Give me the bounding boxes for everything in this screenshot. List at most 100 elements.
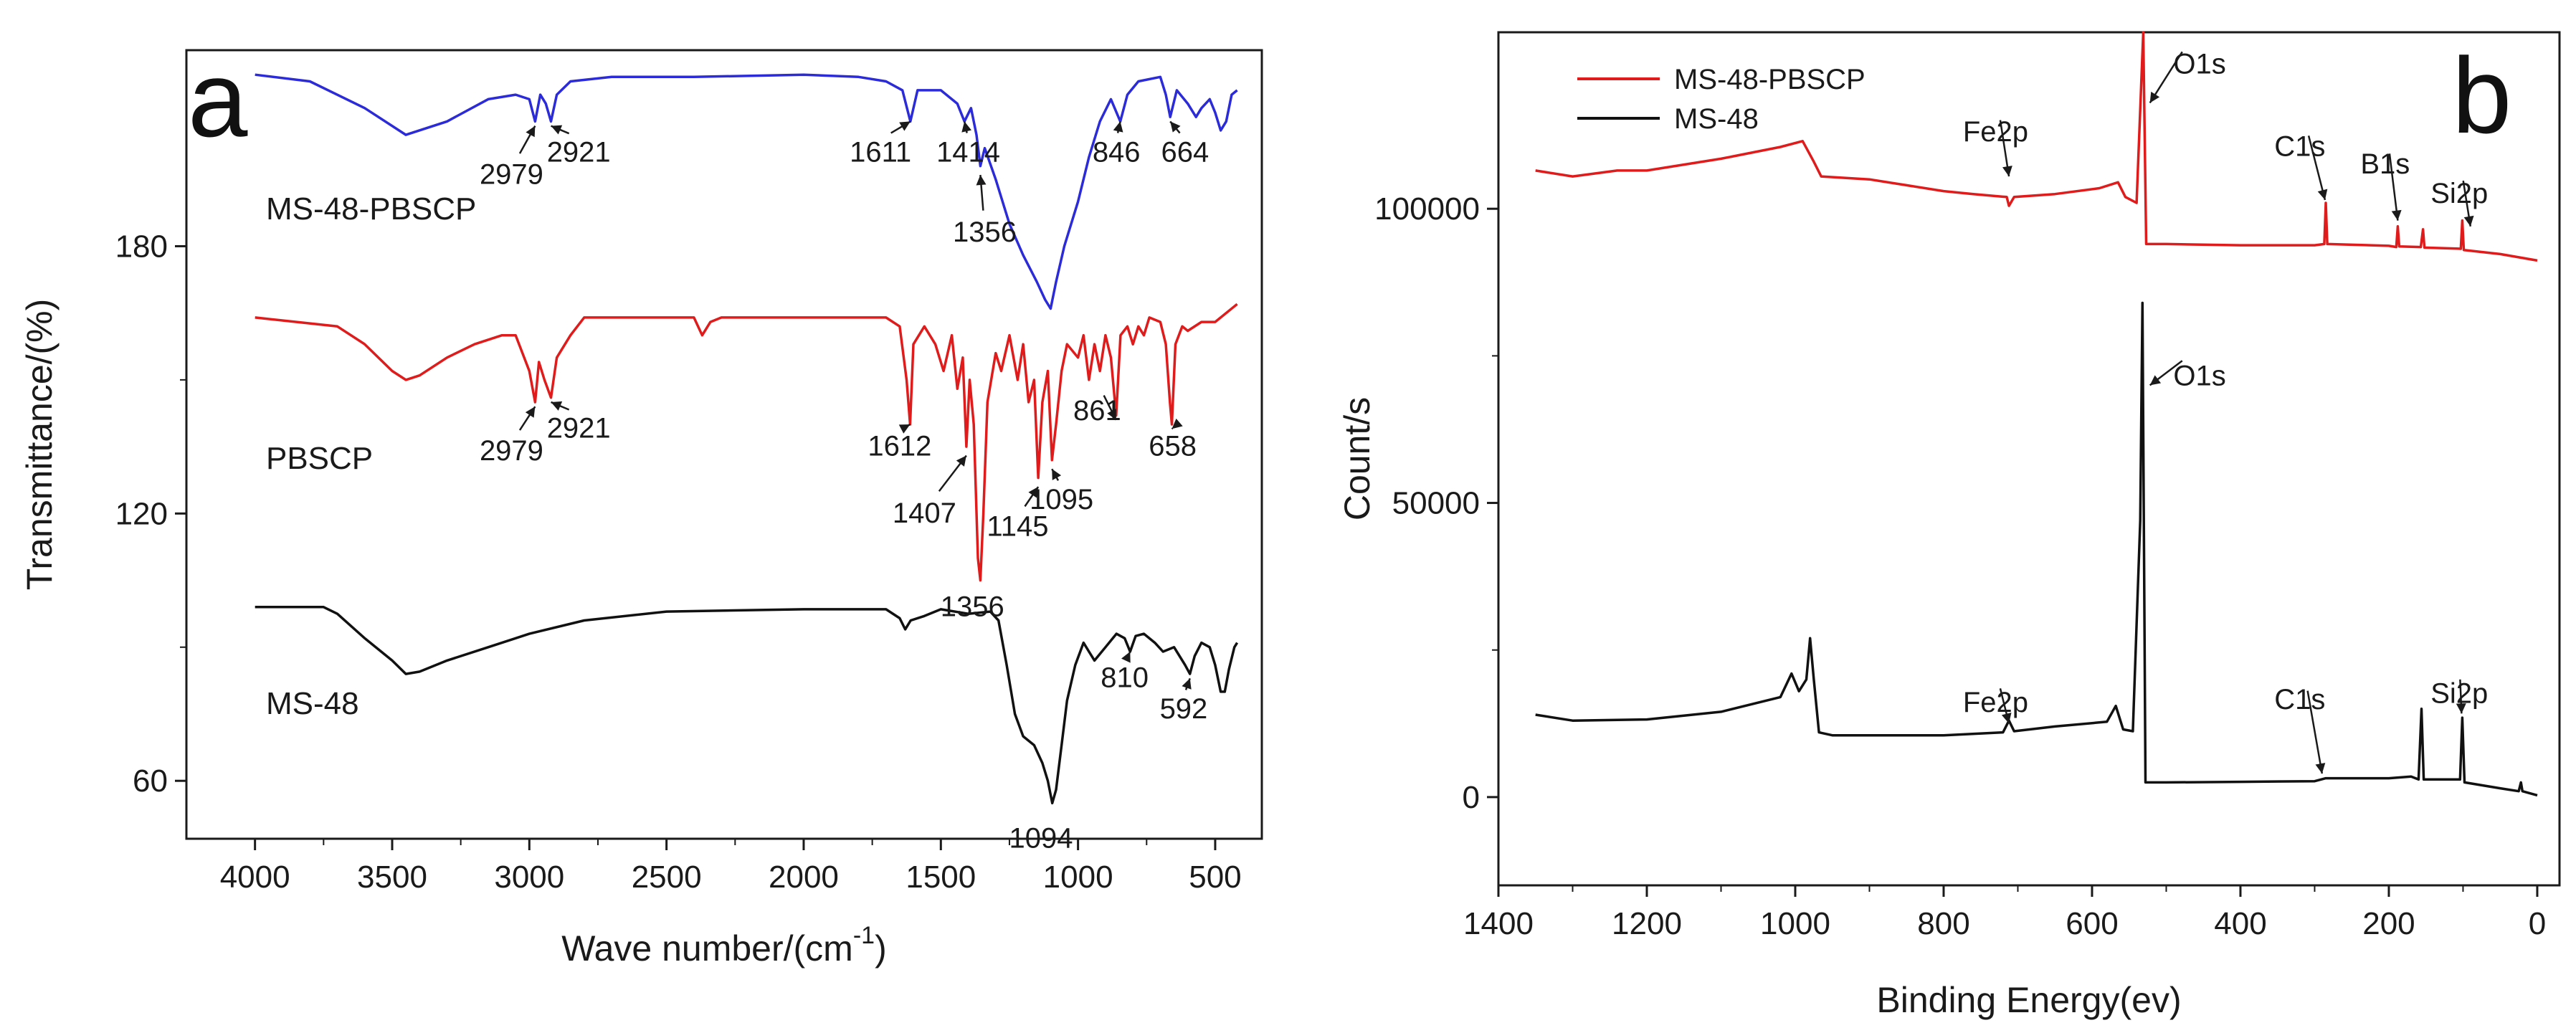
x-tick-label: 800 — [1917, 906, 1969, 941]
panel-b-ticks: 1400 1200 1000 800 600 400 200 0 0 50000 100000 — [1374, 191, 2546, 941]
peak-label-1094: 1094 — [1009, 822, 1073, 854]
peak-arrow-line — [2388, 153, 2399, 221]
y-tick-label: 100000 — [1374, 191, 1480, 227]
series-line-ms-48-pbscp — [255, 73, 1238, 310]
peak-label-664: 664 — [1161, 136, 1209, 168]
peak-label-o1s: O1s — [2173, 360, 2225, 391]
series-line-ms-48-pbscp — [1535, 31, 2538, 262]
panel-a-ftir-chart: a 4000 3500 3000 2500 2000 1500 1000 500 60 120 18… — [19, 39, 1263, 968]
x-tick-label: 3000 — [494, 860, 564, 895]
series-line-ms-48 — [255, 606, 1239, 805]
series-line-pbscp — [255, 303, 1238, 582]
panel-a-letter: a — [188, 39, 248, 159]
peak-label-1095: 1095 — [1030, 484, 1093, 515]
peak-arrow-head — [961, 121, 971, 133]
peak-label-1145: 1145 — [987, 510, 1048, 542]
x-tick-label: 1200 — [1612, 906, 1682, 941]
x-axis-label-close: ) — [875, 928, 887, 968]
y-tick-label: 0 — [1463, 780, 1480, 815]
x-tick-label: 1400 — [1463, 906, 1534, 941]
x-tick-label: 1000 — [1043, 860, 1113, 895]
peak-label-846: 846 — [1093, 136, 1141, 168]
peak-label-592: 592 — [1160, 693, 1208, 725]
y-tick-label: 50000 — [1392, 486, 1480, 521]
x-tick-label: 1000 — [1760, 906, 1830, 941]
peak-arrow-head — [2149, 91, 2160, 103]
peak-label-2921: 2921 — [547, 136, 611, 168]
peak-arrow-line — [2306, 690, 2324, 774]
peak-label-2979: 2979 — [480, 158, 543, 190]
panel-b-legend: MS-48-PBSCP MS-48 — [1577, 64, 1866, 135]
panel-b-plot-frame — [1497, 31, 2561, 887]
peak-arrow-head — [898, 424, 911, 434]
x-tick-label: 0 — [2529, 906, 2546, 941]
x-axis-label-superscript: -1 — [853, 922, 875, 949]
peak-arrow-head — [1170, 121, 1181, 133]
panel-a-series-labels: MS-48-PBSCP PBSCP MS-48 — [266, 191, 476, 721]
panel-b-xps-chart: b 1400 1200 1000 800 600 400 200 0050000100000 … — [1337, 31, 2561, 1020]
peak-arrow-head — [526, 125, 536, 138]
peak-label-658: 658 — [1149, 431, 1197, 462]
peak-arrow-head — [1107, 409, 1116, 420]
peak-arrow-head — [956, 455, 966, 467]
peak-label-1356: 1356 — [953, 216, 1017, 248]
legend-label-ms-48: MS-48 — [1674, 103, 1759, 135]
x-axis-label-main: Wave number/(cm — [561, 928, 853, 968]
peak-arrow-head — [525, 406, 536, 418]
peak-arrow-head — [2456, 703, 2466, 714]
peak-label-1414: 1414 — [936, 136, 1000, 168]
peak-label-si2p: Si2p — [2430, 178, 2488, 209]
peak-arrow-head — [1113, 121, 1123, 133]
peak-arrow-head — [2001, 713, 2012, 724]
peak-arrow-head — [2463, 215, 2474, 227]
panel-a-x-axis-label: Wave number/(cm-1) — [561, 922, 886, 968]
x-tick-label: 3500 — [357, 860, 427, 895]
peak-arrow-head — [1182, 678, 1192, 690]
panel-a-plot-frame — [185, 49, 1263, 840]
x-tick-label: 400 — [2214, 906, 2266, 941]
x-tick-label: 2500 — [632, 860, 702, 895]
peak-label-1612: 1612 — [868, 431, 931, 462]
x-tick-label: 200 — [2362, 906, 2415, 941]
peak-arrow-head — [2391, 209, 2402, 221]
peak-label-1407: 1407 — [893, 498, 956, 529]
panel-b-y-axis-label: Count/s — [1337, 397, 1377, 520]
peak-arrow-head — [1171, 418, 1183, 429]
series-line-ms-48 — [1535, 301, 2538, 797]
series-label-ms-48: MS-48 — [266, 686, 359, 721]
peak-arrow-head — [2317, 189, 2328, 200]
y-tick-label: 120 — [115, 496, 168, 531]
peak-label-2979: 2979 — [480, 435, 543, 467]
panel-a-ticks: 4000 3500 3000 2500 2000 1500 1000 500 60 120 180 — [115, 229, 1242, 895]
legend-label-ms-48-pbscp: MS-48-PBSCP — [1674, 64, 1866, 95]
peak-arrow-line — [2307, 135, 2327, 201]
peak-label-c1s: C1s — [2274, 684, 2325, 715]
peak-arrow-head — [1121, 651, 1131, 663]
peak-arrow-head — [2002, 166, 2012, 177]
series-label-ms-48-pbscp: MS-48-PBSCP — [266, 191, 476, 227]
peak-arrow-head — [551, 401, 563, 411]
x-tick-label: 600 — [2066, 906, 2118, 941]
peak-arrow-head — [976, 175, 987, 186]
peak-arrow-head — [899, 121, 911, 131]
y-tick-label: 180 — [115, 229, 168, 264]
peak-arrow-head — [2149, 375, 2162, 386]
peak-label-b1s: B1s — [2360, 148, 2410, 180]
panel-a-y-axis-label: Transmittance/(%) — [19, 299, 60, 591]
panel-b-x-axis-label: Binding Energy(ev) — [1876, 980, 2181, 1020]
x-tick-label: 4000 — [220, 860, 290, 895]
peak-label-1356: 1356 — [941, 591, 1004, 622]
x-tick-label: 2000 — [769, 860, 839, 895]
peak-label-c1s: C1s — [2274, 130, 2325, 162]
peak-label-fe2p: Fe2p — [1963, 116, 2028, 148]
peak-arrow-head — [551, 125, 563, 135]
series-label-pbscp: PBSCP — [266, 441, 373, 476]
x-tick-label: 1500 — [906, 860, 976, 895]
peak-label-1611: 1611 — [850, 136, 911, 168]
peak-label-810: 810 — [1101, 662, 1149, 694]
peak-label-2921: 2921 — [547, 413, 611, 444]
panel-b-series — [1535, 31, 2538, 797]
